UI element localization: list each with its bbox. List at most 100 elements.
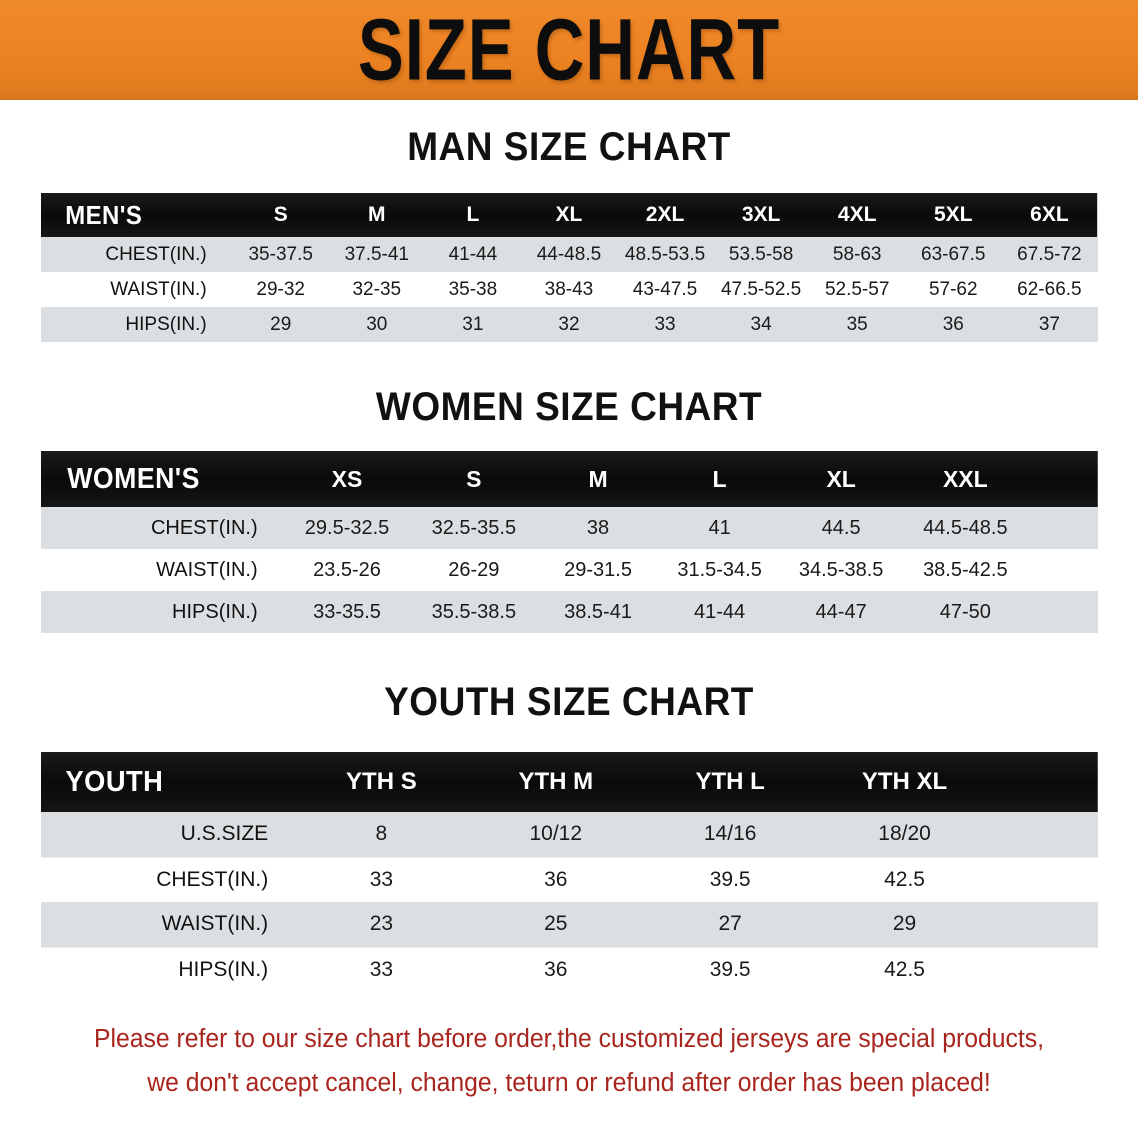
youth-size-col-2: YTH L (695, 768, 765, 795)
youth-size-col-3: YTH XL (861, 768, 948, 795)
youth-section-title: YOUTH SIZE CHART (384, 679, 754, 724)
women-size-col-5: XXL (942, 465, 988, 492)
table-row: WAIST(IN.) 29-32 32-35 35-38 38-43 43-47… (40, 272, 1098, 307)
youth-hips-2: 39.5 (642, 946, 818, 992)
man-section-title: MAN SIZE CHART (407, 124, 731, 169)
women-waist-1: 26-29 (410, 549, 538, 591)
youth-waist-3: 29 (817, 902, 992, 947)
women-section-title: WOMEN SIZE CHART (375, 384, 763, 429)
youth-ussize-spacer (991, 812, 1098, 857)
man-chest-3: 44-48.5 (520, 237, 617, 272)
man-size-col-1: M (368, 203, 386, 226)
women-waist-spacer (1028, 549, 1098, 591)
youth-chest-3: 42.5 (817, 856, 992, 902)
man-chest-4: 48.5-53.5 (616, 237, 714, 272)
women-size-col-3: L (712, 465, 727, 492)
disclaimer-line-1: Please refer to our size chart before or… (93, 1025, 1045, 1053)
man-waist-7: 57-62 (905, 272, 1002, 307)
women-hips-2: 38.5-41 (537, 591, 659, 633)
man-chest-6: 58-63 (809, 237, 906, 272)
youth-size-col-0: YTH S (346, 768, 417, 795)
table-row: HIPS(IN.) 33 36 39.5 42.5 (40, 946, 1098, 992)
table-row: U.S.SIZE 8 10/12 14/16 18/20 (40, 812, 1098, 857)
man-size-col-8: 6XL (1030, 203, 1069, 226)
women-hips-3: 41-44 (658, 591, 781, 633)
women-row-label-waist: WAIST(IN.) (40, 549, 284, 591)
man-row-label-chest: CHEST(IN.) (40, 237, 233, 272)
women-size-col-2: M (588, 465, 608, 492)
youth-hips-1: 36 (468, 946, 643, 992)
man-size-col-0: S (273, 203, 288, 226)
women-chest-2: 38 (537, 507, 659, 549)
women-chest-spacer (1028, 507, 1098, 549)
man-size-col-4: 2XL (645, 203, 685, 226)
man-chest-8: 67.5-72 (1001, 237, 1098, 272)
man-hips-0: 29 (232, 307, 329, 342)
youth-hips-3: 42.5 (817, 946, 992, 992)
man-chest-1: 37.5-41 (328, 237, 425, 272)
page-banner: SIZE CHART (0, 0, 1138, 100)
youth-chest-1: 36 (468, 856, 643, 902)
man-size-col-2: L (466, 203, 480, 226)
women-chest-3: 41 (658, 507, 781, 549)
table-row: CHEST(IN.) 35-37.5 37.5-41 41-44 44-48.5… (40, 237, 1098, 272)
women-waist-3: 31.5-34.5 (658, 549, 781, 591)
youth-waist-1: 25 (468, 902, 643, 947)
youth-header-spacer (992, 752, 1098, 812)
man-hips-8: 37 (1001, 307, 1098, 342)
man-hips-4: 33 (616, 307, 714, 342)
man-hips-6: 35 (809, 307, 906, 342)
man-size-col-3: XL (555, 203, 583, 226)
youth-waist-2: 27 (642, 902, 818, 947)
man-size-table: MEN'S S M L XL 2XL 3XL 4XL 5XL 6XL CHEST… (40, 193, 1098, 342)
women-chest-4: 44.5 (780, 507, 902, 549)
man-hips-7: 36 (905, 307, 1002, 342)
youth-waist-spacer (991, 902, 1098, 947)
man-header-label: MEN'S (64, 199, 142, 230)
youth-row-label-hips: HIPS(IN.) (40, 946, 295, 992)
man-size-col-5: 3XL (741, 203, 781, 226)
man-hips-1: 30 (328, 307, 425, 342)
youth-row-label-waist: WAIST(IN.) (40, 902, 295, 947)
man-waist-1: 32-35 (328, 272, 425, 307)
man-row-label-waist: WAIST(IN.) (40, 272, 233, 307)
women-chest-5: 44.5-48.5 (901, 507, 1029, 549)
table-row: HIPS(IN.) 33-35.5 35.5-38.5 38.5-41 41-4… (40, 591, 1098, 633)
women-hips-1: 35.5-38.5 (410, 591, 538, 633)
youth-ussize-0: 8 (294, 812, 469, 857)
man-size-col-6: 4XL (837, 203, 877, 226)
table-row: WAIST(IN.) 23.5-26 26-29 29-31.5 31.5-34… (40, 549, 1098, 591)
women-size-table-wrap: WOMEN'S XS S M L XL XXL CHEST(IN.) 29.5-… (40, 451, 1098, 633)
man-waist-6: 52.5-57 (809, 272, 906, 307)
women-size-col-4: XL (826, 465, 856, 492)
man-chest-0: 35-37.5 (232, 237, 329, 272)
youth-header-label: YOUTH (65, 765, 163, 798)
youth-chest-spacer (991, 856, 1098, 902)
youth-waist-0: 23 (294, 902, 469, 947)
women-hips-4: 44-47 (780, 591, 902, 633)
table-row: HIPS(IN.) 29 30 31 32 33 34 35 36 37 (40, 307, 1098, 342)
women-chest-1: 32.5-35.5 (410, 507, 538, 549)
women-hips-5: 47-50 (901, 591, 1029, 633)
women-size-col-0: XS (331, 465, 363, 492)
women-waist-5: 38.5-42.5 (901, 549, 1029, 591)
man-waist-0: 29-32 (232, 272, 329, 307)
women-chest-0: 29.5-32.5 (283, 507, 411, 549)
man-size-table-wrap: MEN'S S M L XL 2XL 3XL 4XL 5XL 6XL CHEST… (40, 193, 1098, 342)
youth-ussize-3: 18/20 (817, 812, 992, 857)
table-row: CHEST(IN.) 33 36 39.5 42.5 (40, 856, 1098, 902)
man-size-col-7: 5XL (934, 203, 973, 226)
youth-ussize-2: 14/16 (642, 812, 818, 857)
man-row-label-hips: HIPS(IN.) (40, 307, 233, 342)
women-size-col-1: S (466, 465, 482, 492)
youth-hips-0: 33 (294, 946, 469, 992)
man-waist-5: 47.5-52.5 (713, 272, 810, 307)
man-hips-2: 31 (424, 307, 521, 342)
youth-size-col-1: YTH M (518, 768, 594, 795)
man-waist-4: 43-47.5 (616, 272, 714, 307)
man-waist-8: 62-66.5 (1001, 272, 1098, 307)
youth-row-label-ussize: U.S.SIZE (40, 812, 295, 857)
youth-size-table: YOUTH YTH S YTH M YTH L YTH XL U.S.SIZE … (40, 752, 1098, 992)
women-waist-4: 34.5-38.5 (780, 549, 902, 591)
women-header-spacer (1029, 451, 1098, 507)
